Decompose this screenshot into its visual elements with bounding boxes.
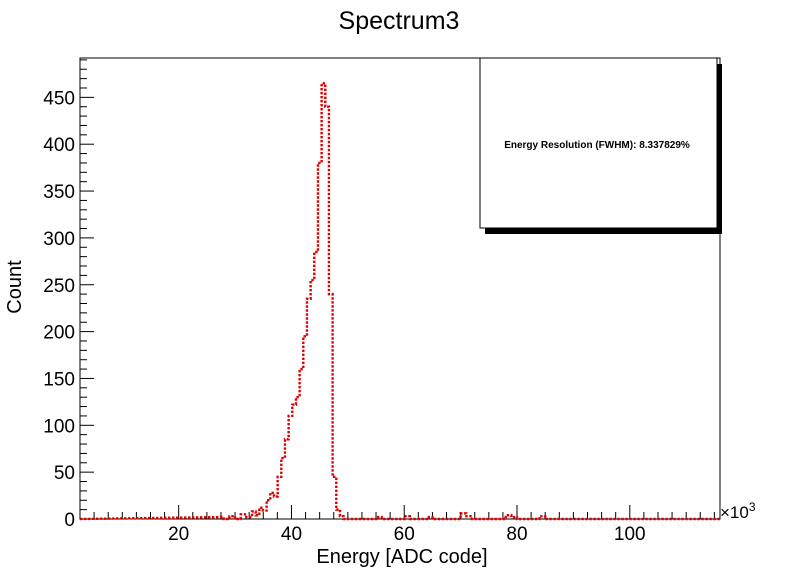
y-tick-label: 50 — [54, 463, 75, 484]
x-axis-multiplier: ×103 — [720, 500, 756, 522]
x-tick-label: 40 — [281, 524, 302, 545]
x-tick-label: 20 — [168, 524, 189, 545]
y-tick-label: 250 — [43, 276, 75, 297]
y-tick-label: 350 — [43, 182, 75, 203]
y-tick-label: 200 — [43, 323, 75, 344]
y-tick-label: 450 — [43, 88, 75, 109]
y-tick-label: 100 — [43, 416, 75, 437]
y-axis-title: Count — [4, 260, 26, 314]
legend-frame — [479, 57, 718, 229]
y-tick-label: 0 — [64, 510, 75, 531]
histogram-series — [79, 82, 720, 521]
y-tick-label: 150 — [43, 369, 75, 390]
x-axis: 20 40 60 80 100 — [79, 505, 715, 545]
legend-text: Energy Resolution (FWHM): 8.337829% — [504, 140, 690, 151]
x-tick-label: 60 — [394, 524, 415, 545]
y-axis: 0 50 100 150 200 250 300 350 400 450 — [43, 59, 94, 531]
y-tick-label: 400 — [43, 135, 75, 156]
x-tick-label: 100 — [614, 524, 646, 545]
legend-box: Energy Resolution (FWHM): 8.337829% — [479, 57, 722, 234]
y-tick-label: 300 — [43, 229, 75, 250]
x-axis-title: Energy [ADC code] — [316, 546, 487, 568]
chart-title: Spectrum3 — [339, 7, 460, 35]
x-tick-label: 80 — [506, 524, 527, 545]
